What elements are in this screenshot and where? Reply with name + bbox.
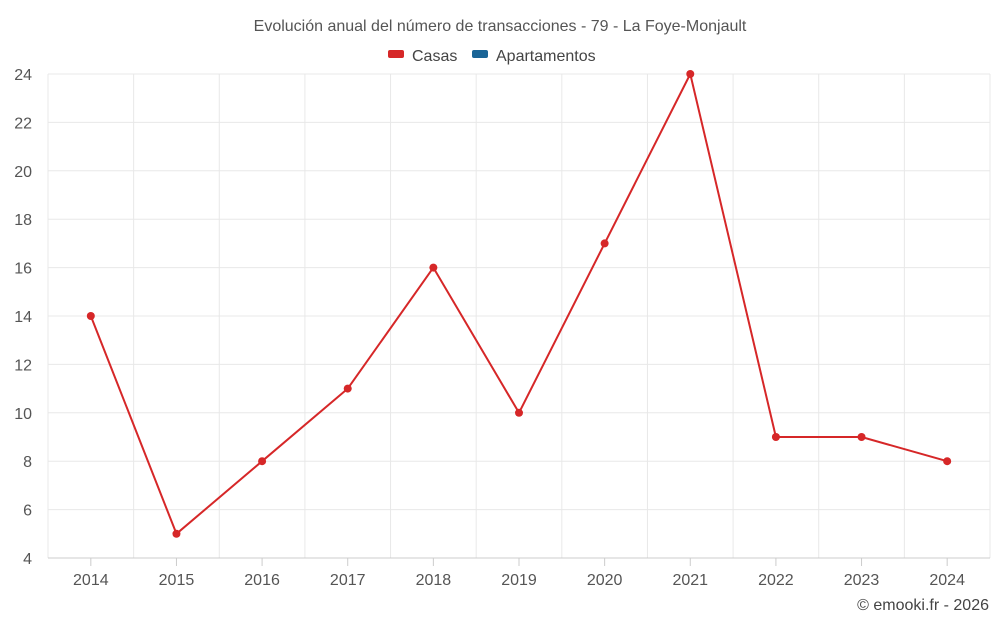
y-tick-label: 22 [14,115,32,132]
legend-item-apartamentos[interactable]: Apartamentos [472,48,596,65]
legend-swatch-casas [388,50,404,58]
legend-label-casas: Casas [412,48,457,65]
y-tick-label: 12 [14,357,32,374]
y-tick-label: 8 [23,454,32,471]
credit-text: © emooki.fr - 2026 [857,597,989,614]
x-tick-label: 2022 [758,572,794,589]
chart-title: Evolución anual del número de transaccio… [254,18,747,35]
legend: Casas Apartamentos [388,48,596,65]
legend-swatch-apartamentos [472,50,488,58]
x-tick-label: 2014 [73,572,109,589]
x-tick-label: 2016 [244,572,280,589]
legend-item-casas[interactable]: Casas [388,48,457,65]
x-tick-label: 2018 [416,572,452,589]
data-point-casas[interactable] [515,408,523,417]
y-tick-label: 4 [23,551,32,568]
y-tick-label: 14 [14,309,32,326]
x-tick-label: 2021 [672,572,708,589]
data-point-casas[interactable] [771,433,780,441]
data-point-casas[interactable] [686,70,695,78]
x-tick-label: 2020 [587,572,623,589]
x-tick-label: 2023 [844,572,880,589]
y-tick-label: 6 [23,503,32,520]
y-tick-label: 16 [14,261,32,278]
data-point-casas[interactable] [172,529,181,538]
x-tick-label: 2024 [929,572,965,589]
series-layer [86,70,952,538]
x-tick-label: 2017 [330,572,366,589]
data-point-casas[interactable] [343,384,352,393]
x-tick-label: 2019 [501,572,537,589]
data-point-casas[interactable] [600,239,609,248]
data-point-casas[interactable] [429,263,438,272]
legend-label-apartamentos: Apartamentos [496,48,596,65]
data-point-casas[interactable] [857,433,866,441]
y-tick-label: 24 [14,67,32,84]
data-point-casas[interactable] [86,312,95,320]
x-tick-label: 2015 [159,572,195,589]
y-tick-label: 10 [14,406,32,423]
data-point-casas[interactable] [258,457,267,466]
y-tick-label: 18 [14,212,32,229]
data-point-casas[interactable] [943,457,952,466]
grid [47,73,991,558]
y-tick-label: 20 [14,164,32,181]
